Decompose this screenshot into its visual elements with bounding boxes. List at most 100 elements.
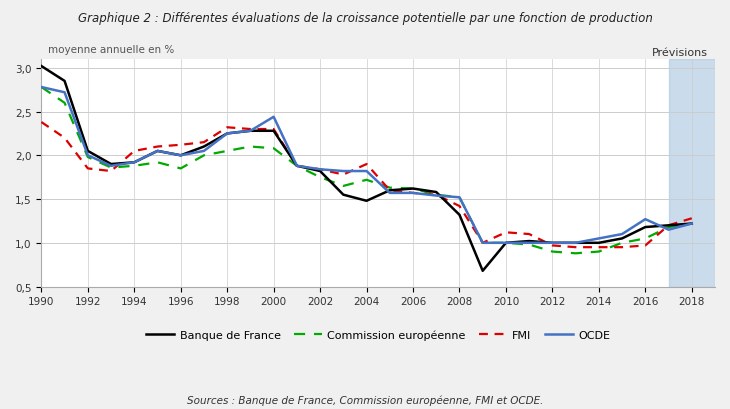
Banque de France bbox=[664, 223, 673, 228]
FMI bbox=[641, 243, 650, 248]
Banque de France bbox=[107, 162, 115, 167]
OCDE bbox=[502, 241, 510, 246]
Banque de France bbox=[37, 64, 46, 69]
Banque de France bbox=[315, 169, 324, 174]
OCDE bbox=[409, 191, 418, 196]
OCDE bbox=[362, 169, 371, 174]
Text: Prévisions: Prévisions bbox=[652, 48, 708, 58]
Commission européenne bbox=[409, 187, 418, 191]
Banque de France bbox=[385, 189, 394, 193]
Banque de France bbox=[594, 241, 603, 246]
Banque de France bbox=[339, 193, 347, 198]
FMI bbox=[177, 143, 185, 148]
OCDE bbox=[478, 241, 487, 246]
FMI bbox=[594, 245, 603, 250]
OCDE bbox=[339, 169, 347, 174]
Commission européenne bbox=[478, 241, 487, 246]
Commission européenne bbox=[269, 146, 278, 151]
FMI bbox=[37, 120, 46, 125]
Banque de France bbox=[572, 241, 580, 246]
OCDE bbox=[641, 217, 650, 222]
OCDE bbox=[664, 228, 673, 233]
Commission européenne bbox=[594, 249, 603, 254]
Commission européenne bbox=[572, 251, 580, 256]
Commission européenne bbox=[246, 145, 255, 150]
Banque de France bbox=[409, 187, 418, 191]
OCDE bbox=[223, 132, 231, 137]
OCDE bbox=[385, 191, 394, 196]
Commission européenne bbox=[339, 184, 347, 189]
Line: Commission européenne: Commission européenne bbox=[42, 88, 692, 254]
Banque de France bbox=[432, 190, 441, 195]
Commission européenne bbox=[293, 164, 301, 169]
Banque de France bbox=[502, 241, 510, 246]
Banque de France bbox=[478, 269, 487, 274]
Banque de France bbox=[60, 79, 69, 84]
OCDE bbox=[83, 153, 92, 158]
Commission européenne bbox=[315, 175, 324, 180]
Commission européenne bbox=[502, 241, 510, 246]
Text: Sources : Banque de France, Commission européenne, FMI et OCDE.: Sources : Banque de France, Commission e… bbox=[187, 394, 543, 405]
FMI bbox=[618, 245, 626, 250]
OCDE bbox=[688, 222, 696, 227]
Banque de France bbox=[199, 145, 208, 150]
OCDE bbox=[315, 167, 324, 172]
Banque de France bbox=[455, 213, 464, 218]
FMI bbox=[269, 127, 278, 132]
Commission européenne bbox=[641, 236, 650, 241]
Commission européenne bbox=[130, 164, 139, 169]
FMI bbox=[362, 162, 371, 167]
Commission européenne bbox=[37, 85, 46, 90]
OCDE bbox=[107, 164, 115, 169]
OCDE bbox=[572, 241, 580, 246]
Commission européenne bbox=[455, 196, 464, 200]
OCDE bbox=[60, 90, 69, 95]
FMI bbox=[293, 164, 301, 169]
Commission européenne bbox=[548, 249, 557, 254]
OCDE bbox=[246, 129, 255, 134]
Banque de France bbox=[525, 239, 534, 244]
FMI bbox=[83, 166, 92, 171]
Commission européenne bbox=[362, 178, 371, 183]
Line: Banque de France: Banque de France bbox=[42, 67, 692, 271]
FMI bbox=[130, 149, 139, 154]
Commission européenne bbox=[83, 155, 92, 160]
OCDE bbox=[525, 241, 534, 246]
Banque de France bbox=[153, 149, 162, 154]
Commission européenne bbox=[60, 101, 69, 106]
OCDE bbox=[548, 241, 557, 246]
Banque de France bbox=[130, 160, 139, 165]
Legend: Banque de France, Commission européenne, FMI, OCDE: Banque de France, Commission européenne,… bbox=[142, 326, 615, 345]
Banque de France bbox=[177, 153, 185, 158]
OCDE bbox=[455, 196, 464, 200]
Bar bbox=[669, 60, 715, 287]
OCDE bbox=[177, 153, 185, 158]
FMI bbox=[409, 191, 418, 196]
Banque de France bbox=[548, 241, 557, 246]
OCDE bbox=[269, 115, 278, 120]
FMI bbox=[548, 243, 557, 248]
Commission européenne bbox=[688, 222, 696, 227]
Banque de France bbox=[246, 129, 255, 134]
Commission européenne bbox=[385, 186, 394, 191]
FMI bbox=[223, 126, 231, 130]
Text: moyenne annuelle en %: moyenne annuelle en % bbox=[48, 45, 174, 55]
Banque de France bbox=[688, 222, 696, 227]
OCDE bbox=[130, 160, 139, 165]
OCDE bbox=[594, 236, 603, 241]
Commission européenne bbox=[432, 193, 441, 198]
OCDE bbox=[618, 232, 626, 237]
OCDE bbox=[153, 149, 162, 154]
FMI bbox=[478, 241, 487, 246]
FMI bbox=[199, 140, 208, 145]
FMI bbox=[339, 173, 347, 178]
OCDE bbox=[199, 149, 208, 154]
FMI bbox=[688, 216, 696, 221]
Commission européenne bbox=[664, 225, 673, 230]
FMI bbox=[432, 193, 441, 198]
OCDE bbox=[432, 193, 441, 198]
Commission européenne bbox=[107, 166, 115, 171]
Text: Graphique 2 : Différentes évaluations de la croissance potentielle par une fonct: Graphique 2 : Différentes évaluations de… bbox=[77, 12, 653, 25]
Banque de France bbox=[83, 149, 92, 154]
FMI bbox=[153, 145, 162, 150]
